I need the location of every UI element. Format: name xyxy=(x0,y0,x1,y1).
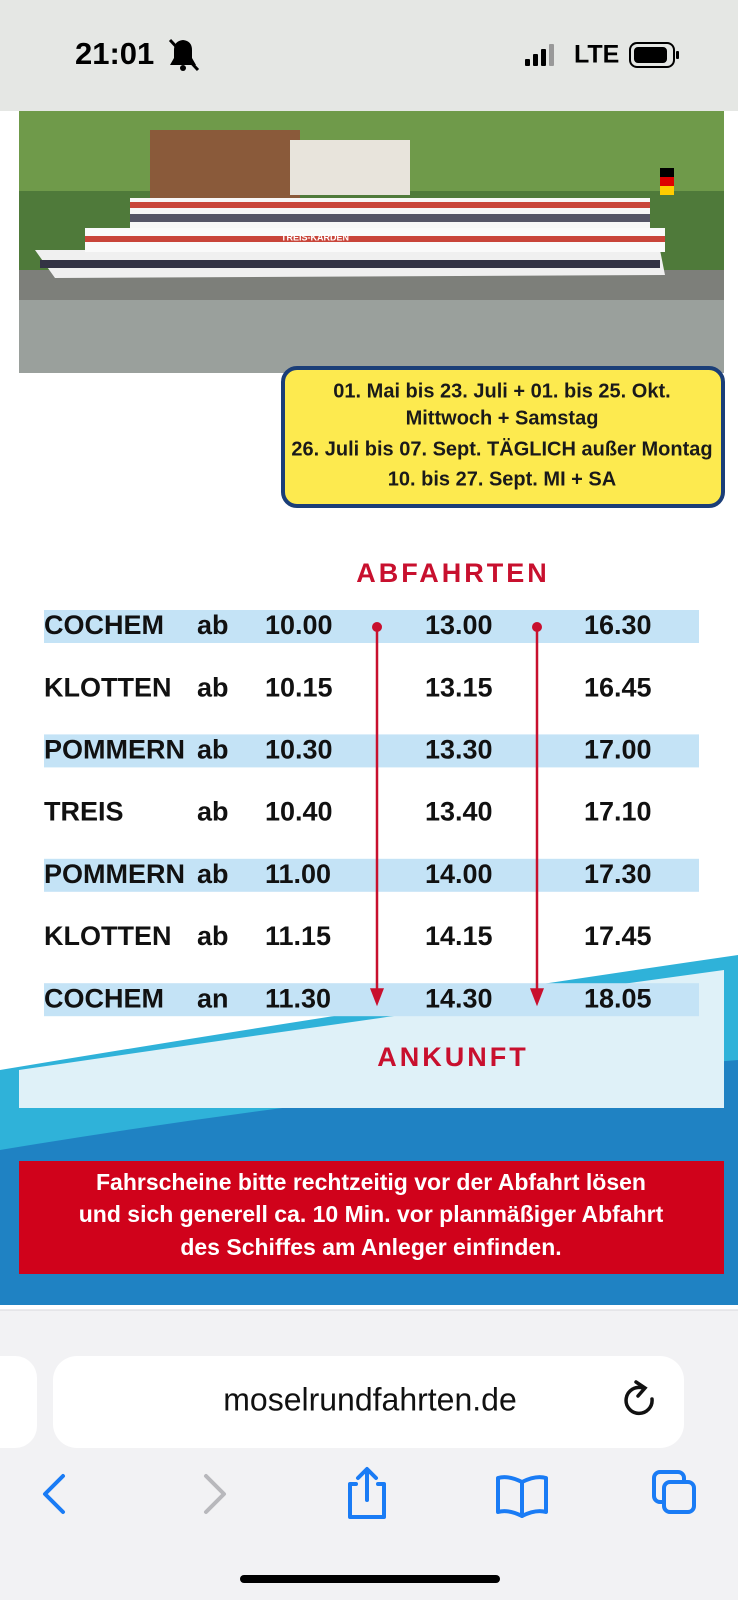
mute-icon xyxy=(168,38,200,72)
arrival-heading: ANKUNFT xyxy=(377,1042,528,1072)
time: 13.40 xyxy=(425,797,493,827)
time: 18.05 xyxy=(584,983,652,1013)
time: 10.30 xyxy=(265,735,333,765)
back-button[interactable] xyxy=(43,1474,65,1514)
time: 17.00 xyxy=(584,735,652,765)
notice-line: 26. Juli bis 07. Sept. TÄGLICH außer Mon… xyxy=(291,437,712,460)
arrow-head xyxy=(530,988,544,1007)
time: 14.00 xyxy=(425,859,493,889)
time: 14.15 xyxy=(425,921,493,951)
direction: ab xyxy=(197,672,229,702)
station: KLOTTEN xyxy=(44,672,172,702)
time: 10.00 xyxy=(265,610,333,640)
direction: ab xyxy=(197,735,229,765)
time: 17.45 xyxy=(584,921,652,951)
notice-line: 10. bis 27. Sept. MI + SA xyxy=(388,468,616,490)
time: 13.30 xyxy=(425,735,493,765)
direction: ab xyxy=(197,921,229,951)
browser-toolbar xyxy=(0,1310,738,1600)
time: 10.15 xyxy=(265,672,333,702)
direction: an xyxy=(197,983,229,1013)
notice-line: 01. Mai bis 23. Juli + 01. bis 25. Okt. xyxy=(333,380,670,402)
departures-heading: ABFAHRTEN xyxy=(356,558,550,588)
share-button[interactable] xyxy=(348,1467,386,1519)
time: 16.45 xyxy=(584,672,652,702)
time: 17.10 xyxy=(584,797,652,827)
forward-button[interactable] xyxy=(204,1474,226,1514)
ticket-notice xyxy=(19,1161,724,1274)
ship-photo: TREIS-KARDEN xyxy=(19,111,724,373)
tabs-button[interactable] xyxy=(652,1470,696,1514)
network-label: LTE xyxy=(574,41,619,69)
time: 11.15 xyxy=(265,921,331,951)
time: 11.30 xyxy=(265,983,331,1013)
status-bar xyxy=(0,0,738,111)
timetable: COCHEM ab 10.00 13.00 16.30 KLOTTEN ab 10.15 13.… xyxy=(44,610,699,1017)
reload-button[interactable] xyxy=(624,1380,654,1416)
signal-icon xyxy=(525,44,554,66)
clock: 21:01 xyxy=(75,36,154,71)
home-indicator xyxy=(240,1575,500,1583)
row-stripe xyxy=(44,734,699,768)
station: POMMERN xyxy=(44,735,185,765)
season-notice xyxy=(281,366,725,508)
station: POMMERN xyxy=(44,859,185,889)
time: 14.30 xyxy=(425,983,493,1013)
time: 10.40 xyxy=(265,797,333,827)
time: 13.00 xyxy=(425,610,493,640)
ticket-notice-line: des Schiffes am Anleger einfinden. xyxy=(180,1234,561,1260)
arrow-head xyxy=(370,988,384,1007)
station: COCHEM xyxy=(44,983,164,1013)
time: 11.00 xyxy=(265,859,331,889)
row-stripe xyxy=(44,610,699,643)
url[interactable]: moselrundfahrten.de xyxy=(223,1381,517,1417)
time: 13.15 xyxy=(425,672,493,702)
notice-line: Mittwoch + Samstag xyxy=(406,407,599,429)
station: COCHEM xyxy=(44,610,164,640)
direction: ab xyxy=(197,859,229,889)
time: 17.30 xyxy=(584,859,652,889)
time: 16.30 xyxy=(584,610,652,640)
direction: ab xyxy=(197,610,229,640)
ticket-notice-line: und sich generell ca. 10 Min. vor planmä… xyxy=(79,1201,664,1227)
previous-tab[interactable] xyxy=(0,1356,37,1448)
battery-icon xyxy=(629,42,679,68)
direction: ab xyxy=(197,797,229,827)
address-bar[interactable] xyxy=(53,1356,684,1448)
ticket-notice-line: Fahrscheine bitte rechtzeitig vor der Ab… xyxy=(96,1169,646,1195)
station: KLOTTEN xyxy=(44,921,172,951)
station: TREIS xyxy=(44,797,124,827)
ship-name: TREIS-KARDEN xyxy=(281,232,349,242)
bookmarks-button[interactable] xyxy=(496,1475,548,1518)
row-stripe xyxy=(44,858,699,892)
